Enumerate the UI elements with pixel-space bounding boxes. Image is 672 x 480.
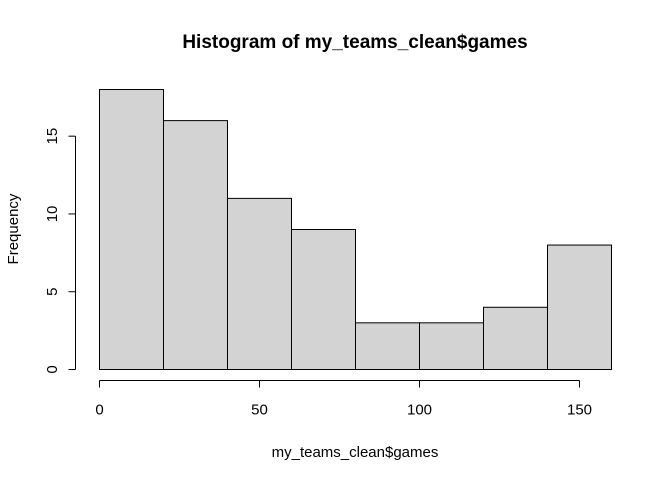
x-axis: 0 50 100 150 xyxy=(95,380,592,419)
histogram-bar-1 xyxy=(163,120,228,370)
y-tick-label-0: 0 xyxy=(44,365,61,373)
x-tick-label-0: 0 xyxy=(95,402,103,419)
x-tick-label-1: 50 xyxy=(251,402,268,419)
chart-title: Histogram of my_teams_clean$games xyxy=(182,32,527,53)
x-tick-label-3: 150 xyxy=(567,402,592,419)
histogram-bar-3 xyxy=(291,229,356,370)
y-axis-label: Frequency xyxy=(5,193,22,264)
histogram-bar-5 xyxy=(419,322,484,371)
y-axis: 0 5 10 15 xyxy=(44,128,76,374)
histogram-bar-6 xyxy=(483,306,548,370)
histogram-bar-0 xyxy=(99,89,164,370)
x-axis-label: my_teams_clean$games xyxy=(272,444,439,461)
histogram-bar-7 xyxy=(547,244,612,370)
x-tick-label-2: 100 xyxy=(407,402,432,419)
histogram-bar-2 xyxy=(227,197,292,370)
histogram-bars xyxy=(99,89,612,371)
y-tick-label-3: 15 xyxy=(44,128,61,145)
y-tick-label-2: 10 xyxy=(44,206,61,223)
histogram-bar-4 xyxy=(355,322,420,371)
y-tick-label-1: 5 xyxy=(44,288,61,296)
